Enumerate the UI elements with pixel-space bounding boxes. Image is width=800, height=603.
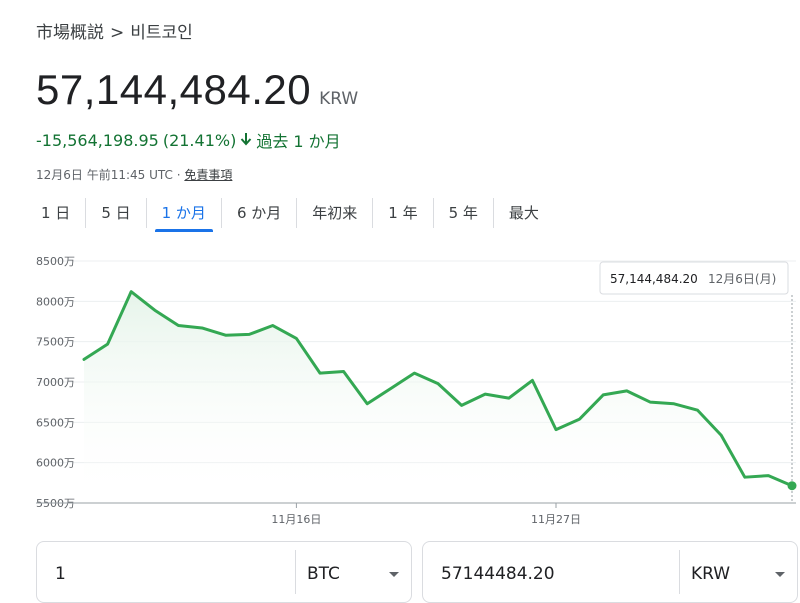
converter-from: 1 BTC — [36, 541, 412, 603]
converter-to-input[interactable]: 57144484.20 — [441, 564, 555, 584]
converter-to-unit-select[interactable]: KRW — [691, 564, 731, 584]
x-tick-label: 11月16日 — [271, 513, 321, 526]
breadcrumb-separator: > — [110, 23, 125, 43]
y-tick-label: 8500万 — [36, 255, 75, 268]
price-change: -15,564,198.95 (21.41%) 過去 1 か月 — [36, 128, 341, 152]
tab-range[interactable]: 最大 — [508, 204, 539, 222]
arrow-down-icon — [240, 131, 252, 150]
converter-from-input[interactable]: 1 — [55, 564, 66, 584]
y-tick-label: 7500万 — [36, 336, 75, 349]
tab-range[interactable]: 5 年 — [434, 198, 494, 228]
timestamp-text: 12月6日 午前11:45 UTC · — [36, 168, 181, 182]
breadcrumb-current: 비트코인 — [130, 23, 193, 43]
converter-divider — [679, 550, 680, 594]
tooltip-value: 57,144,484.20 — [610, 272, 698, 286]
change-amount: -15,564,198.95 — [36, 130, 159, 150]
tooltip-date: 12月6日(月) — [708, 272, 776, 286]
change-period: 過去 1 か月 — [256, 132, 341, 151]
price-line — [82, 290, 794, 488]
y-tick-label: 6000万 — [36, 457, 75, 470]
tab-range[interactable]: 5 日 — [86, 198, 147, 228]
tab-range[interactable]: 6 か月 — [222, 198, 298, 228]
caret-down-icon[interactable] — [389, 572, 399, 577]
caret-down-icon[interactable] — [775, 572, 785, 577]
tab-range[interactable]: 年初来 — [297, 198, 374, 228]
converter-to: 57144484.20 KRW — [422, 541, 798, 603]
timestamp: 12月6日 午前11:45 UTC · 免責事項 — [36, 166, 232, 183]
y-tick-label: 6500万 — [36, 416, 75, 429]
disclaimer-link[interactable]: 免責事項 — [184, 168, 233, 182]
x-tick-label: 11月27日 — [531, 513, 581, 526]
y-tick-label: 8000万 — [36, 295, 75, 308]
current-price: 57,144,484.20 — [36, 66, 312, 113]
hover-point — [787, 481, 797, 491]
breadcrumb-parent[interactable]: 市場概説 — [36, 23, 104, 43]
converter-divider — [295, 550, 296, 594]
tab-range[interactable]: 1 年 — [373, 198, 434, 228]
converter-from-unit-select[interactable]: BTC — [307, 564, 340, 584]
change-percent: (21.41%) — [162, 130, 237, 150]
area-fill — [84, 291, 792, 503]
y-tick-label: 7000万 — [36, 376, 75, 389]
tab-range[interactable]: 1 か月 — [147, 198, 222, 232]
breadcrumb: 市場概説 > 비트코인 — [36, 18, 193, 43]
tooltip-box — [599, 261, 789, 295]
price-chart[interactable]: 5500万6000万6500万7000万7500万8000万8500万11月16… — [0, 250, 800, 535]
price-row: 57,144,484.20 KRW — [36, 66, 358, 114]
tab-range[interactable]: 1 日 — [26, 198, 87, 228]
price-currency: KRW — [319, 89, 359, 109]
